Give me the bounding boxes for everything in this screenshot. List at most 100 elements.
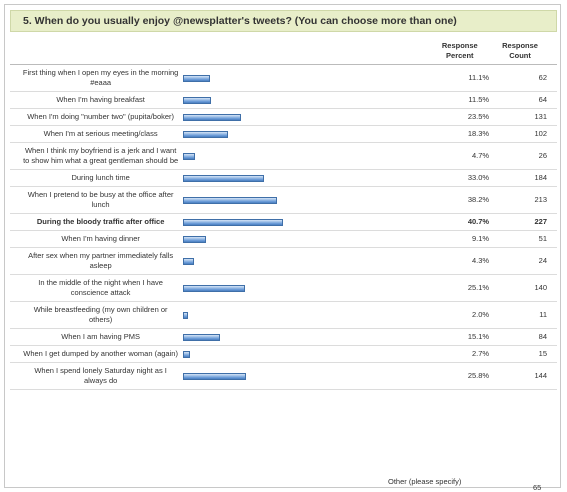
category-label: When I think my boyfriend is a jerk and … bbox=[10, 142, 182, 170]
count-label: 64 bbox=[491, 91, 557, 109]
count-label: 102 bbox=[491, 125, 557, 143]
bar bbox=[183, 333, 221, 341]
percent-label: 11.5% bbox=[428, 91, 492, 109]
header-row: Response Percent Response Count bbox=[10, 38, 557, 65]
bar bbox=[183, 113, 241, 121]
bar bbox=[183, 196, 277, 204]
count-label: 26 bbox=[491, 142, 557, 170]
category-label: In the middle of the night when I have c… bbox=[10, 274, 182, 302]
count-label: 140 bbox=[491, 274, 557, 302]
column-header: Response Percent bbox=[428, 38, 492, 65]
category-label: When I'm having dinner bbox=[10, 230, 182, 248]
blank bbox=[181, 38, 429, 65]
category-label: When I'm having breakfast bbox=[10, 91, 182, 109]
count-label: 144 bbox=[491, 362, 557, 390]
row: During the bloody traffic after office 40… bbox=[10, 213, 557, 231]
category-label: When I get dumped by another woman (agai… bbox=[10, 345, 182, 363]
bar bbox=[183, 372, 247, 380]
count-label: 24 bbox=[491, 247, 557, 275]
category-label: When I'm at serious meeting/class bbox=[10, 125, 182, 143]
count-label: 11 bbox=[491, 301, 557, 329]
other-count: 65 bbox=[533, 483, 542, 492]
category-label: When I am having PMS bbox=[10, 328, 182, 346]
count-label: 227 bbox=[491, 213, 557, 231]
row: In the middle of the night when I have c… bbox=[10, 274, 557, 302]
bar-cell bbox=[181, 108, 429, 126]
row: While breastfeeding (my own children or … bbox=[10, 301, 557, 329]
percent-label: 25.8% bbox=[428, 362, 492, 390]
bar-cell bbox=[181, 328, 429, 346]
results-table: Response Percent Response Count First th… bbox=[10, 38, 557, 390]
category-label: First thing when I open my eyes in the m… bbox=[10, 64, 182, 92]
bar-cell bbox=[181, 64, 429, 92]
bar-cell bbox=[181, 362, 429, 390]
percent-label: 2.7% bbox=[428, 345, 492, 363]
bar-cell bbox=[181, 345, 429, 363]
percent-label: 9.1% bbox=[428, 230, 492, 248]
blank bbox=[10, 38, 182, 65]
bar-cell bbox=[181, 169, 429, 187]
bar-cell bbox=[181, 274, 429, 302]
bar-cell bbox=[181, 91, 429, 109]
row: When I pretend to be busy at the office … bbox=[10, 186, 557, 214]
row: After sex when my partner immediately fa… bbox=[10, 247, 557, 275]
count-label: 131 bbox=[491, 108, 557, 126]
bar bbox=[183, 130, 229, 138]
percent-label: 25.1% bbox=[428, 274, 492, 302]
row: When I get dumped by another woman (agai… bbox=[10, 345, 557, 363]
percent-label: 4.7% bbox=[428, 142, 492, 170]
other-label: Other (please specify) bbox=[388, 477, 462, 486]
bar bbox=[183, 257, 194, 265]
bar bbox=[183, 152, 195, 160]
count-label: 62 bbox=[491, 64, 557, 92]
bar-cell bbox=[181, 142, 429, 170]
question-title: 5. When do you usually enjoy @newsplatte… bbox=[10, 10, 557, 32]
row: When I am having PMS 15.1% 84 bbox=[10, 328, 557, 346]
bar-cell bbox=[181, 125, 429, 143]
row: When I spend lonely Saturday night as I … bbox=[10, 362, 557, 390]
row: When I'm having dinner 9.1% 51 bbox=[10, 230, 557, 248]
percent-label: 2.0% bbox=[428, 301, 492, 329]
bar bbox=[183, 218, 283, 226]
row: When I'm at serious meeting/class 18.3% 10… bbox=[10, 125, 557, 143]
bar bbox=[183, 235, 206, 243]
bar-cell bbox=[181, 186, 429, 214]
count-label: 51 bbox=[491, 230, 557, 248]
column-header: Response Count bbox=[491, 38, 557, 65]
percent-label: 18.3% bbox=[428, 125, 492, 143]
bar bbox=[183, 311, 189, 319]
row: First thing when I open my eyes in the m… bbox=[10, 64, 557, 92]
bar-cell bbox=[181, 230, 429, 248]
bar-cell bbox=[181, 301, 429, 329]
count-label: 84 bbox=[491, 328, 557, 346]
category-label: After sex when my partner immediately fa… bbox=[10, 247, 182, 275]
bar-cell bbox=[181, 213, 429, 231]
category-label: While breastfeeding (my own children or … bbox=[10, 301, 182, 329]
row: When I'm having breakfast 11.5% 64 bbox=[10, 91, 557, 109]
percent-label: 40.7% bbox=[428, 213, 492, 231]
bar-cell bbox=[181, 247, 429, 275]
row: When I think my boyfriend is a jerk and … bbox=[10, 142, 557, 170]
row: During lunch time 33.0% 184 bbox=[10, 169, 557, 187]
percent-label: 4.3% bbox=[428, 247, 492, 275]
category-label: When I spend lonely Saturday night as I … bbox=[10, 362, 182, 390]
bar bbox=[183, 284, 245, 292]
bar bbox=[183, 174, 265, 182]
percent-label: 23.5% bbox=[428, 108, 492, 126]
count-label: 184 bbox=[491, 169, 557, 187]
category-label: During the bloody traffic after office bbox=[10, 213, 182, 231]
bar bbox=[183, 74, 211, 82]
percent-label: 33.0% bbox=[428, 169, 492, 187]
panel bbox=[4, 4, 561, 488]
category-label: When I pretend to be busy at the office … bbox=[10, 186, 182, 214]
row: When I'm doing "number two" (pupita/boke… bbox=[10, 108, 557, 126]
category-label: When I'm doing "number two" (pupita/boke… bbox=[10, 108, 182, 126]
count-label: 213 bbox=[491, 186, 557, 214]
percent-label: 38.2% bbox=[428, 186, 492, 214]
category-label: During lunch time bbox=[10, 169, 182, 187]
bar bbox=[183, 96, 212, 104]
percent-label: 11.1% bbox=[428, 64, 492, 92]
count-label: 15 bbox=[491, 345, 557, 363]
percent-label: 15.1% bbox=[428, 328, 492, 346]
bar bbox=[183, 350, 190, 358]
